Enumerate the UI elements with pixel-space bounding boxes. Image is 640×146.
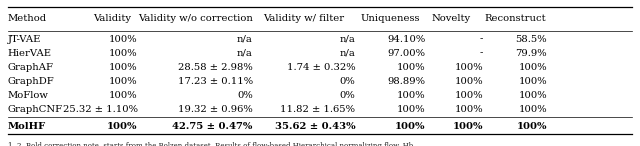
Text: Novelty: Novelty <box>431 14 471 23</box>
Text: 100%: 100% <box>397 63 426 72</box>
Text: 100%: 100% <box>516 122 547 131</box>
Text: 100%: 100% <box>454 91 483 100</box>
Text: 100%: 100% <box>454 77 483 86</box>
Text: Validity: Validity <box>93 14 131 23</box>
Text: 100%: 100% <box>109 35 138 44</box>
Text: 100%: 100% <box>452 122 483 131</box>
Text: 25.32 ± 1.10%: 25.32 ± 1.10% <box>63 105 138 114</box>
Text: 28.58 ± 2.98%: 28.58 ± 2.98% <box>178 63 253 72</box>
Text: 94.10%: 94.10% <box>387 35 426 44</box>
Text: 100%: 100% <box>397 105 426 114</box>
Text: 19.32 ± 0.96%: 19.32 ± 0.96% <box>178 105 253 114</box>
Text: 35.62 ± 0.43%: 35.62 ± 0.43% <box>275 122 355 131</box>
Text: -: - <box>480 35 483 44</box>
Text: -: - <box>480 49 483 58</box>
Text: JT-VAE: JT-VAE <box>8 35 41 44</box>
Text: 100%: 100% <box>109 91 138 100</box>
Text: Validity w/o correction: Validity w/o correction <box>138 14 253 23</box>
Text: 0%: 0% <box>339 77 355 86</box>
Text: n/a: n/a <box>339 35 355 44</box>
Text: Uniqueness: Uniqueness <box>361 14 420 23</box>
Text: MoFlow: MoFlow <box>8 91 49 100</box>
Text: n/a: n/a <box>237 49 253 58</box>
Text: 100%: 100% <box>454 63 483 72</box>
Text: 100%: 100% <box>395 122 426 131</box>
Text: 100%: 100% <box>109 49 138 58</box>
Text: 100%: 100% <box>109 77 138 86</box>
Text: 97.00%: 97.00% <box>388 49 426 58</box>
Text: 100%: 100% <box>107 122 138 131</box>
Text: GraphDF: GraphDF <box>8 77 54 86</box>
Text: 100%: 100% <box>518 91 547 100</box>
Text: MolHF: MolHF <box>8 122 46 131</box>
Text: 100%: 100% <box>109 63 138 72</box>
Text: n/a: n/a <box>237 35 253 44</box>
Text: n/a: n/a <box>339 49 355 58</box>
Text: HierVAE: HierVAE <box>8 49 52 58</box>
Text: 100%: 100% <box>518 63 547 72</box>
Text: 58.5%: 58.5% <box>516 35 547 44</box>
Text: 11.82 ± 1.65%: 11.82 ± 1.65% <box>280 105 355 114</box>
Text: 0%: 0% <box>339 91 355 100</box>
Text: 100%: 100% <box>397 91 426 100</box>
Text: Method: Method <box>8 14 47 23</box>
Text: GraphCNF: GraphCNF <box>8 105 63 114</box>
Text: 98.89%: 98.89% <box>388 77 426 86</box>
Text: 100%: 100% <box>518 105 547 114</box>
Text: 100%: 100% <box>518 77 547 86</box>
Text: 0%: 0% <box>237 91 253 100</box>
Text: Reconstruct: Reconstruct <box>484 14 546 23</box>
Text: 17.23 ± 0.11%: 17.23 ± 0.11% <box>178 77 253 86</box>
Text: GraphAF: GraphAF <box>8 63 54 72</box>
Text: Validity w/ filter: Validity w/ filter <box>264 14 344 23</box>
Text: 79.9%: 79.9% <box>516 49 547 58</box>
Text: 1.74 ± 0.32%: 1.74 ± 0.32% <box>287 63 355 72</box>
Text: 100%: 100% <box>454 105 483 114</box>
Text: 1, 2. Bold correction note, starts from the Bolzen dataset. Results of flow-base: 1, 2. Bold correction note, starts from … <box>8 142 413 146</box>
Text: 42.75 ± 0.47%: 42.75 ± 0.47% <box>172 122 253 131</box>
